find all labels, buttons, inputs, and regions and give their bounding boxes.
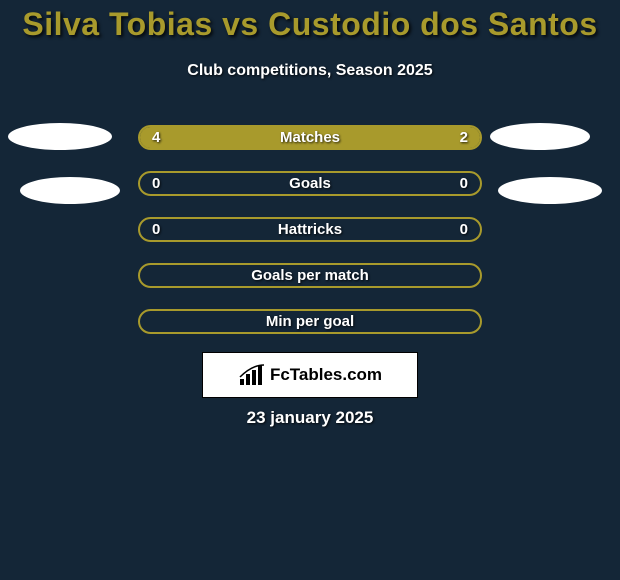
stat-value-right: 2 bbox=[460, 127, 468, 148]
comparison-date: 23 january 2025 bbox=[0, 408, 620, 428]
stat-row: Goals0 0 bbox=[138, 171, 482, 196]
stat-value-right: 0 bbox=[460, 219, 468, 240]
stat-value-left: 0 bbox=[152, 219, 160, 240]
player-avatar-placeholder bbox=[490, 123, 590, 150]
stat-row: Hattricks0 0 bbox=[138, 217, 482, 242]
stat-name: Min per goal bbox=[140, 311, 480, 332]
fctables-logo: FcTables.com bbox=[202, 352, 418, 398]
stat-name: Hattricks bbox=[140, 219, 480, 240]
logo-text: FcTables.com bbox=[270, 365, 382, 385]
comparison-subtitle: Club competitions, Season 2025 bbox=[0, 62, 620, 80]
player-avatar-placeholder bbox=[8, 123, 112, 150]
stat-value-left: 4 bbox=[152, 127, 160, 148]
stat-value-right: 0 bbox=[460, 173, 468, 194]
stat-name: Matches bbox=[140, 127, 480, 148]
stat-name: Goals bbox=[140, 173, 480, 194]
stat-row: Min per goal bbox=[138, 309, 482, 334]
comparison-infographic: Silva Tobias vs Custodio dos Santos Club… bbox=[0, 0, 620, 580]
player-avatar-placeholder bbox=[20, 177, 120, 204]
stat-name: Goals per match bbox=[140, 265, 480, 286]
signal-bars-icon bbox=[238, 363, 266, 387]
stat-row: Matches4 2 bbox=[138, 125, 482, 150]
comparison-title: Silva Tobias vs Custodio dos Santos bbox=[0, 6, 620, 43]
stat-value-left: 0 bbox=[152, 173, 160, 194]
player-avatar-placeholder bbox=[498, 177, 602, 204]
stat-row: Goals per match bbox=[138, 263, 482, 288]
